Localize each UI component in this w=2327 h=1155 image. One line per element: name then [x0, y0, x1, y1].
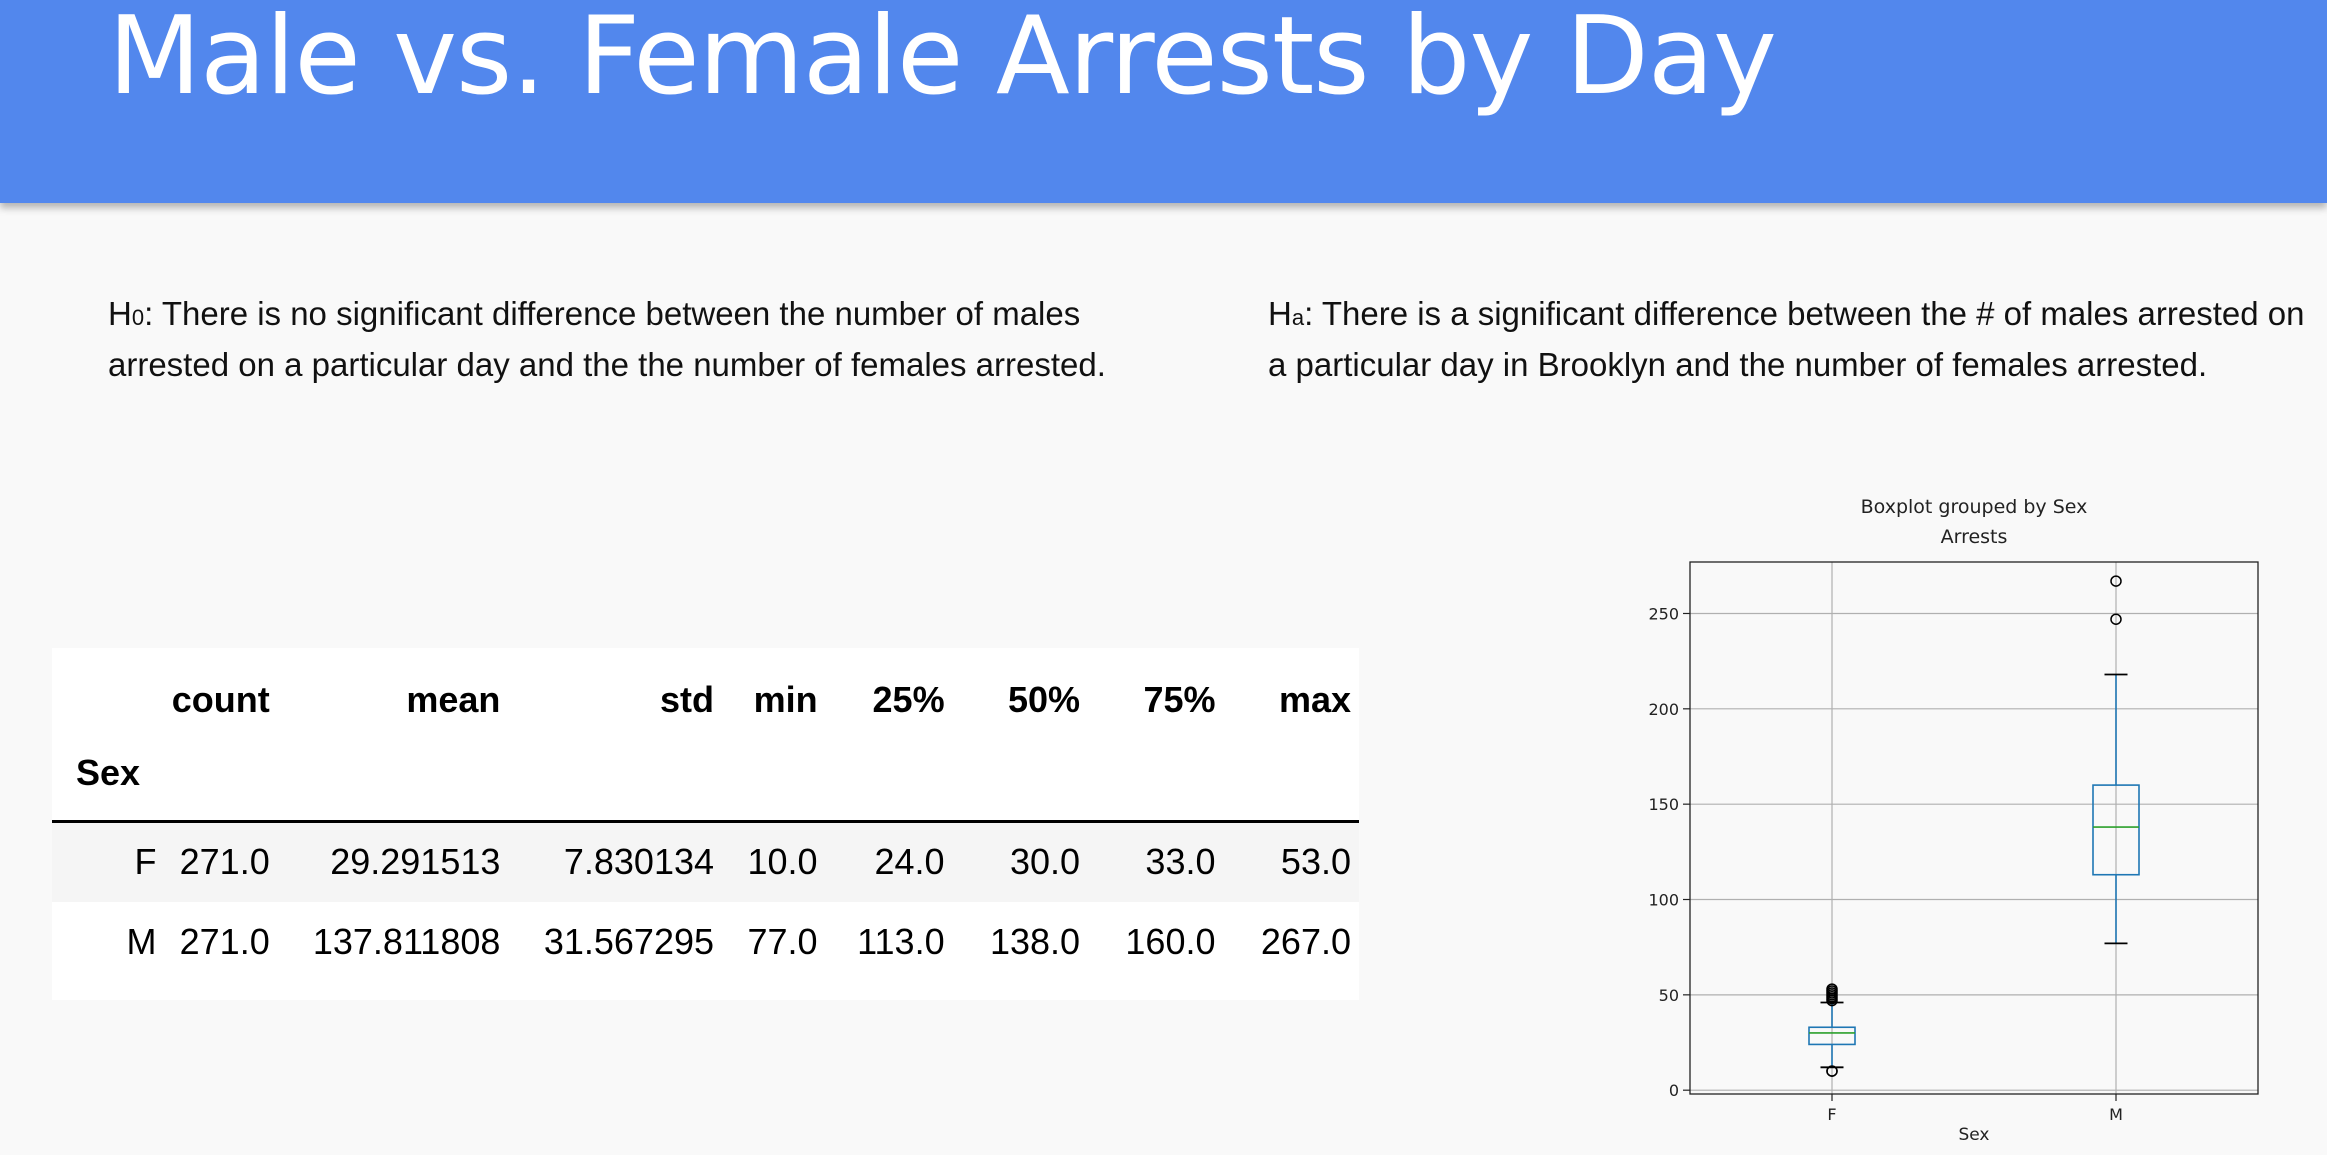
boxplot-figure: Boxplot grouped by Sex Arrests Sex 0 50 10… [1600, 490, 2280, 1155]
cell: 31.567295 [543, 920, 715, 962]
alternative-hypothesis: Ha: There is a significant difference be… [1268, 290, 2308, 388]
alternative-hypothesis-text: : There is a significant difference betw… [1268, 295, 2305, 383]
title-bar: Male vs. Female Arrests by Day [0, 0, 2327, 203]
null-hypothesis: H0: There is no significant difference b… [108, 290, 1188, 388]
chart-title: Boxplot grouped by Sex [1861, 496, 2088, 518]
index-name: Sex [76, 752, 141, 793]
boxplot-chart: Boxplot grouped by Sex Arrests Sex 0 50 10… [1648, 496, 2259, 1145]
flier-point [1826, 983, 1838, 995]
cell: 10.0 [747, 841, 818, 883]
table-row: M 271.0 137.811808 31.567295 77.0 113.0 … [52, 902, 1359, 982]
cell: 271.0 [179, 841, 270, 883]
cell: 137.811808 [312, 920, 501, 962]
cell: 271.0 [179, 920, 270, 962]
plot-frame [1689, 561, 2259, 1095]
cell: 160.0 [1125, 920, 1216, 962]
describe-table: count mean std min 25% 50% 75% max Sex F… [52, 648, 1359, 1000]
col-header: std [660, 679, 715, 720]
index-corner [52, 648, 164, 752]
alternative-hypothesis-subscript: a [1291, 305, 1305, 330]
cell: 7.830134 [563, 841, 715, 883]
col-header: count [171, 679, 270, 720]
x-tick-label: F [1827, 1105, 1836, 1124]
alternative-hypothesis-prefix: H [1268, 295, 1292, 332]
cell: 267.0 [1260, 920, 1351, 962]
cell: 77.0 [747, 920, 818, 962]
col-header: 25% [872, 679, 945, 720]
y-tick-label: 50 [1659, 986, 1679, 1005]
y-tick-label: 200 [1648, 700, 1679, 719]
y-tick-label: 150 [1648, 795, 1679, 814]
flier-point [2110, 613, 2122, 625]
cell: 113.0 [857, 920, 945, 962]
x-tick-label: M [2109, 1105, 2123, 1124]
cell: 53.0 [1280, 841, 1351, 883]
cell: 138.0 [989, 920, 1081, 962]
col-header: max [1278, 679, 1351, 720]
x-axis-label: Sex [1958, 1125, 1989, 1145]
null-hypothesis-text: : There is no significant difference bet… [108, 295, 1106, 383]
col-header: mean [406, 679, 501, 720]
cell: 33.0 [1145, 841, 1216, 883]
y-tick-label: 0 [1669, 1081, 1679, 1100]
flier-point [2110, 575, 2122, 587]
box-f [1808, 1026, 1856, 1046]
y-tick-label: 100 [1648, 891, 1679, 910]
cell: 24.0 [874, 841, 945, 883]
null-hypothesis-subscript: 0 [131, 305, 145, 330]
slide-title: Male vs. Female Arrests by Day [108, 0, 1777, 119]
row-label: M [126, 920, 157, 962]
box-m [2092, 784, 2140, 876]
null-hypothesis-prefix: H [108, 295, 132, 332]
col-header: min [753, 679, 818, 720]
y-tick-label: 250 [1648, 604, 1679, 623]
row-label: F [134, 841, 157, 883]
chart-subtitle: Arrests [1941, 526, 2008, 548]
cell: 29.291513 [330, 841, 501, 883]
cell: 30.0 [1009, 841, 1081, 883]
col-header: 75% [1143, 679, 1216, 720]
flier-point [1826, 1065, 1838, 1077]
table-row: F 271.0 29.291513 7.830134 10.0 24.0 30.… [52, 821, 1359, 902]
col-header: 50% [1007, 679, 1081, 720]
